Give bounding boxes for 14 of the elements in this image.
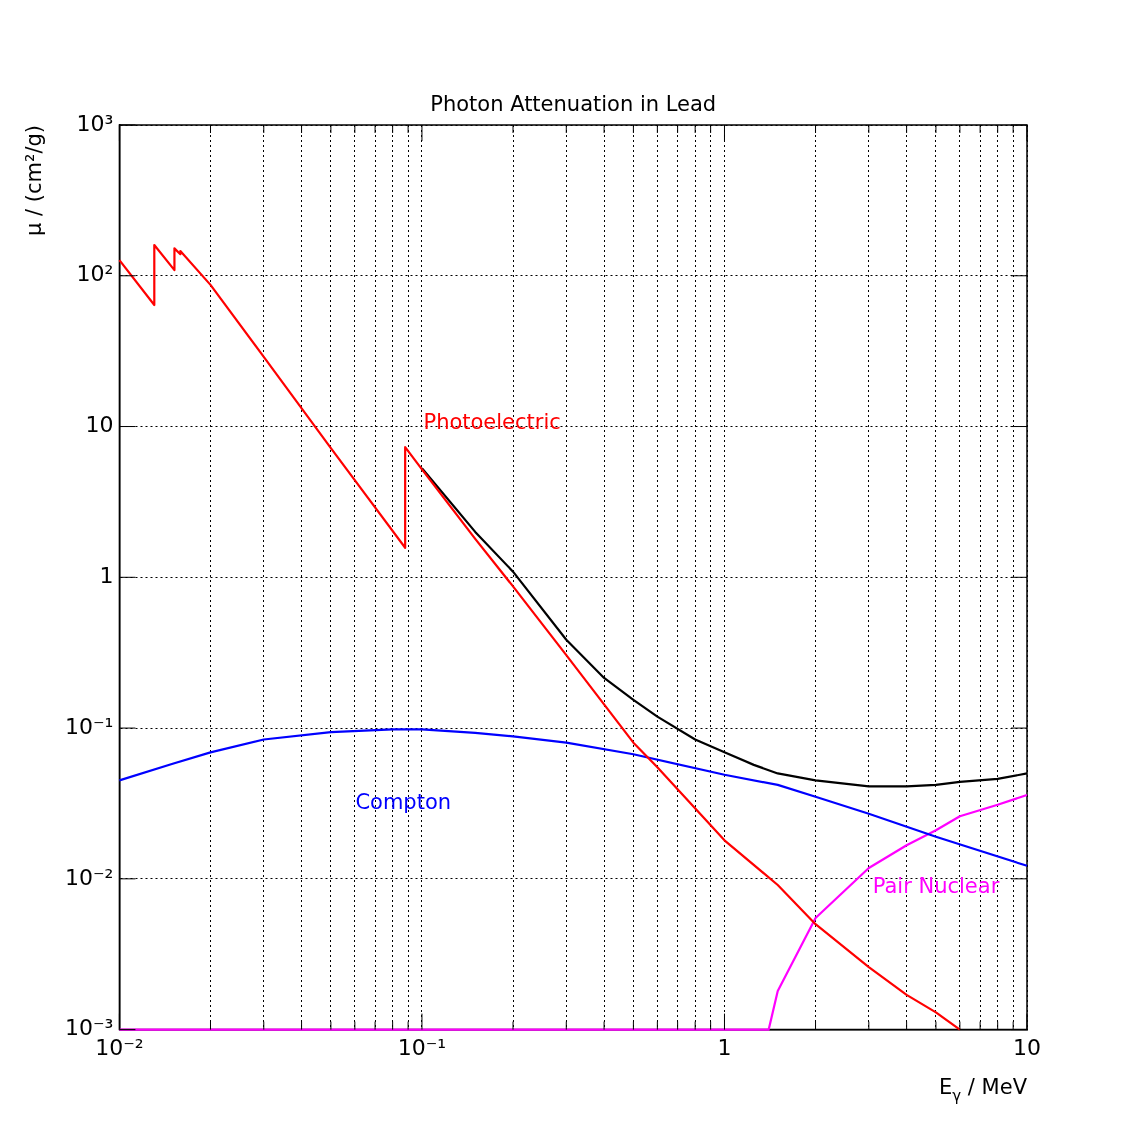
y-tick-label: 10 [85, 412, 114, 438]
y-tick-label: 10² [76, 261, 114, 287]
series-label: Photoelectric [423, 409, 561, 434]
chart-title: Photon Attenuation in Lead [430, 92, 717, 116]
y-tick-label: 10⁻² [64, 864, 114, 890]
y-tick-label: 1 [99, 563, 114, 589]
y-tick-label: 10³ [76, 110, 114, 136]
series-label: Pair Nuclear [872, 874, 1000, 899]
y-axis-title: μ / (cm²/g) [22, 125, 47, 236]
y-tick-label: 10⁻¹ [64, 713, 114, 739]
text: Compton [355, 789, 452, 814]
x-tick-label: 10 [1013, 1034, 1041, 1060]
x-tick-label: 1 [717, 1034, 732, 1060]
x-tick-label: 10⁻¹ [397, 1034, 447, 1060]
